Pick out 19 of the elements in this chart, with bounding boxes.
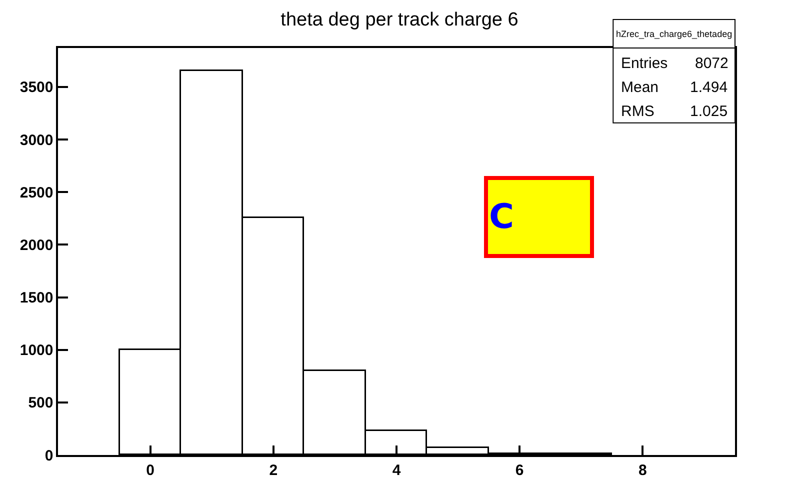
y-tick-label: 0 — [44, 447, 54, 464]
y-tick-label: 1500 — [20, 290, 54, 306]
text: hZrec_tra_charge6_thetadeg — [616, 29, 732, 39]
x-tick-label: 0 — [146, 462, 154, 479]
y-tick-label: 3000 — [20, 132, 54, 149]
y-tick-label: 3500 — [20, 79, 54, 96]
y-tick-label: 2500 — [20, 184, 54, 202]
annotation: C — [489, 197, 514, 237]
x-tick-label: 4 — [392, 462, 402, 479]
x-tick-label: 2 — [269, 462, 278, 479]
x-tick-label: 6 — [515, 462, 524, 479]
text: Mean 1.494 — [621, 79, 728, 96]
text: RMS 1.025 — [621, 103, 728, 120]
y-tick-label: 500 — [28, 394, 54, 412]
x-tick-label: 8 — [638, 462, 647, 479]
text: Entries 8072 — [621, 55, 728, 72]
y-tick-label: 1000 — [20, 342, 54, 360]
y-tick-label: 2000 — [20, 236, 54, 254]
chart-title: theta deg per track charge 6 — [280, 9, 518, 30]
